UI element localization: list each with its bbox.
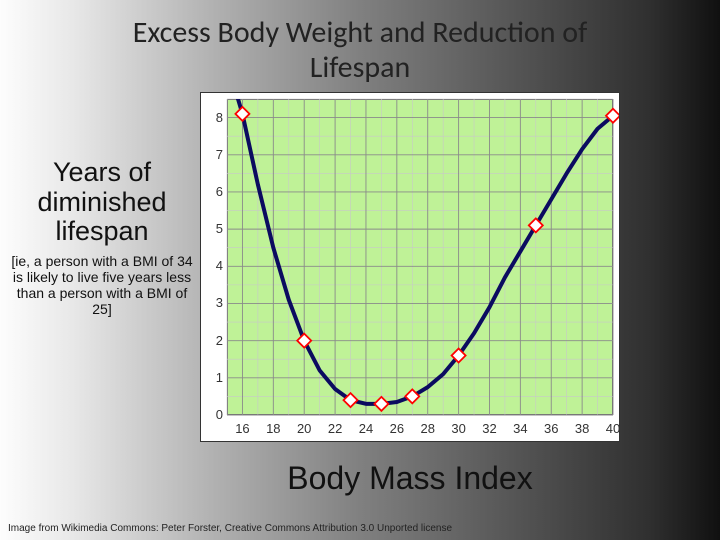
data-point bbox=[297, 334, 311, 348]
y-tick-label: 8 bbox=[205, 110, 223, 125]
x-tick-label: 36 bbox=[539, 421, 563, 436]
slide: Excess Body Weight and Reduction of Life… bbox=[0, 0, 720, 540]
x-tick-label: 32 bbox=[477, 421, 501, 436]
y-tick-label: 5 bbox=[205, 221, 223, 236]
y-axis-label: Years of diminished lifespan bbox=[8, 158, 196, 247]
x-tick-label: 18 bbox=[261, 421, 285, 436]
y-tick-label: 4 bbox=[205, 258, 223, 273]
slide-title: Excess Body Weight and Reduction of Life… bbox=[100, 16, 620, 85]
chart-svg bbox=[201, 93, 619, 441]
y-tick-label: 1 bbox=[205, 370, 223, 385]
y-tick-label: 6 bbox=[205, 184, 223, 199]
x-tick-label: 20 bbox=[292, 421, 316, 436]
x-tick-label: 28 bbox=[416, 421, 440, 436]
x-tick-label: 34 bbox=[508, 421, 532, 436]
x-tick-label: 40 bbox=[601, 421, 625, 436]
curve-line bbox=[235, 93, 618, 404]
y-tick-label: 7 bbox=[205, 147, 223, 162]
y-axis-label-group: Years of diminished lifespan [ie, a pers… bbox=[8, 158, 196, 317]
data-point bbox=[374, 397, 388, 411]
y-tick-label: 0 bbox=[205, 407, 223, 422]
x-axis-label: Body Mass Index bbox=[210, 460, 610, 497]
data-point bbox=[235, 107, 249, 121]
y-axis-sublabel: [ie, a person with a BMI of 34 is likely… bbox=[8, 253, 196, 317]
y-tick-label: 2 bbox=[205, 333, 223, 348]
x-tick-label: 22 bbox=[323, 421, 347, 436]
attribution-text: Image from Wikimedia Commons: Peter Fors… bbox=[8, 523, 452, 534]
x-tick-label: 38 bbox=[570, 421, 594, 436]
y-tick-label: 3 bbox=[205, 295, 223, 310]
x-tick-label: 26 bbox=[385, 421, 409, 436]
chart-frame: 01234567816182022242628303234363840 bbox=[200, 92, 620, 442]
x-tick-label: 30 bbox=[447, 421, 471, 436]
x-tick-label: 16 bbox=[230, 421, 254, 436]
x-tick-label: 24 bbox=[354, 421, 378, 436]
